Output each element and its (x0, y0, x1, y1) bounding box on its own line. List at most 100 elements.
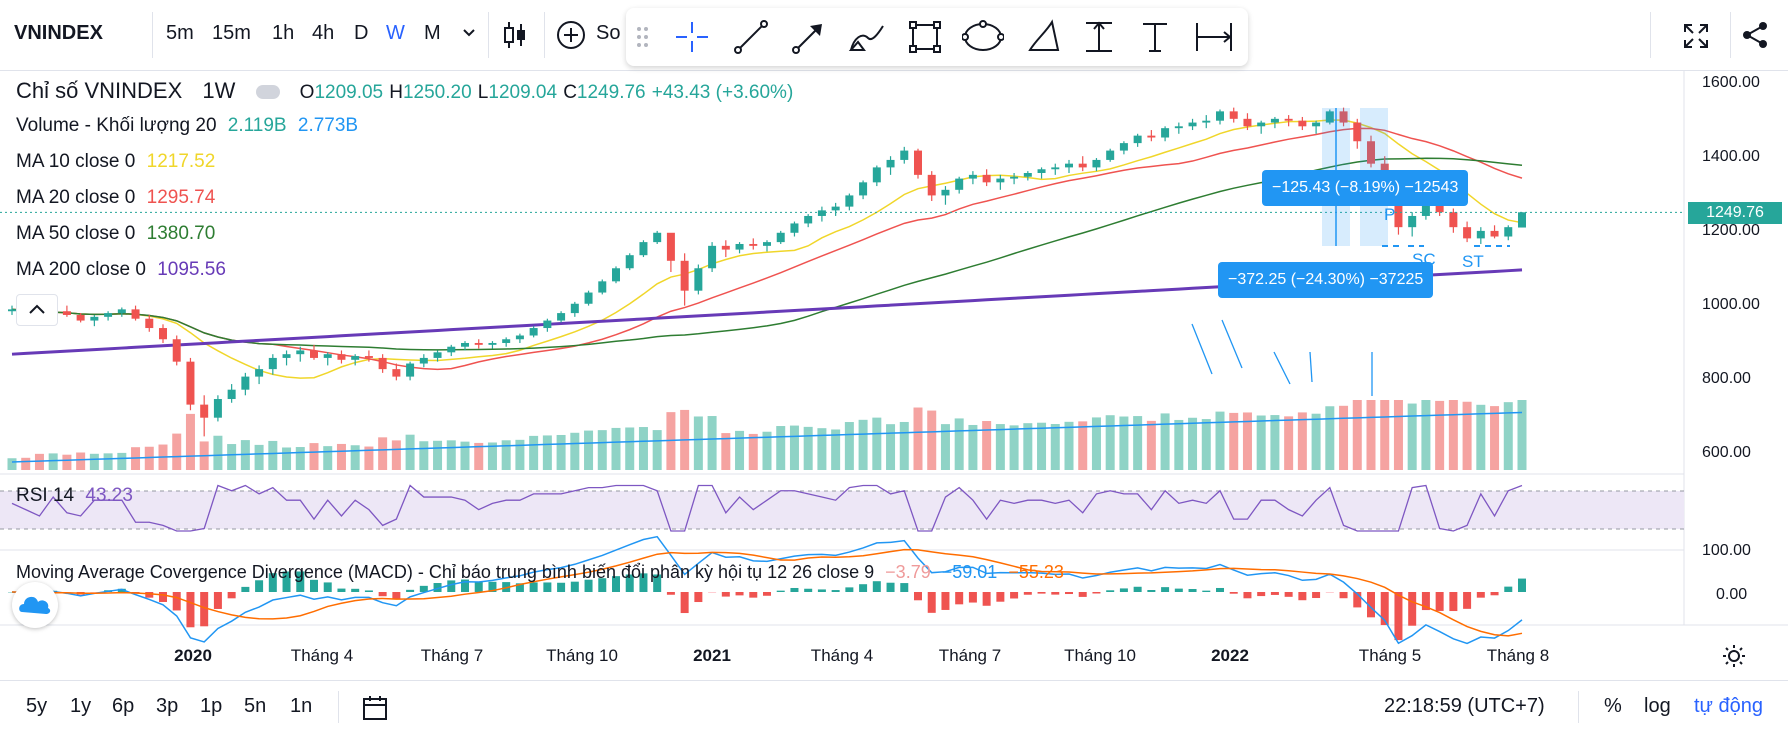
volume-bar (1393, 400, 1403, 470)
macd-histogram-bar (255, 580, 264, 592)
price-range-icon[interactable] (1082, 20, 1116, 59)
text-tool-icon[interactable] (1140, 20, 1170, 59)
candle-type-icon[interactable] (502, 20, 528, 55)
x-tick: Tháng 7 (420, 646, 484, 665)
volume-bar (1270, 415, 1280, 470)
crosshair-icon[interactable] (674, 20, 710, 59)
range-6p[interactable]: 6p (112, 695, 135, 717)
range-1n[interactable]: 1n (290, 695, 313, 717)
range-1p[interactable]: 1p (200, 695, 223, 717)
macd-histogram-bar (310, 579, 318, 592)
macd-histogram-bar (1298, 592, 1307, 601)
candle-body (680, 260, 689, 291)
candle-body (831, 206, 840, 211)
candle-body (378, 357, 387, 370)
macd-histogram-bar (447, 580, 456, 592)
macd-label: Moving Average Covergence Divergence (MA… (16, 562, 875, 582)
range-5y[interactable]: 5y (26, 695, 48, 717)
candle-body (186, 361, 195, 405)
macd-histogram-bar (1216, 587, 1224, 592)
x-tick: Tháng 8 (1486, 646, 1550, 665)
trend-line-icon[interactable] (734, 20, 768, 59)
volume-bar (1435, 400, 1445, 470)
legend-collapse-button[interactable] (16, 294, 58, 326)
candle-body (1243, 118, 1252, 127)
macd-histogram-bar (1284, 592, 1293, 597)
volume-bar (1188, 417, 1198, 470)
macd-histogram-bar (639, 573, 648, 592)
macd-histogram-bar (159, 592, 167, 602)
chevron-down-icon[interactable] (462, 26, 476, 45)
x-tick: Tháng 4 (810, 646, 874, 665)
timeframe-m[interactable]: M (424, 22, 441, 44)
fullscreen-icon[interactable] (1682, 22, 1710, 55)
macd-histogram-bar (1270, 592, 1279, 595)
timeframe-15m[interactable]: 15m (212, 22, 251, 44)
legend-rsi: RSI 14 43.23 (16, 485, 133, 507)
date-range-icon[interactable] (1194, 20, 1234, 59)
volume-bar (735, 430, 745, 470)
compare-label[interactable]: So (596, 22, 621, 44)
candle-body (323, 354, 332, 358)
interval-label: 1W (202, 78, 236, 103)
percent-toggle[interactable]: % (1604, 695, 1622, 717)
measure-label[interactable]: −125.43 (−8.19%) −12543 (1262, 170, 1469, 206)
symbol-search[interactable]: VNINDEX (14, 22, 103, 44)
drag-handle-icon[interactable] (636, 26, 650, 53)
measure-label[interactable]: −372.25 (−24.30%) −37225 (1218, 262, 1434, 298)
candle-body (227, 389, 236, 400)
timeframe-w[interactable]: W (386, 22, 405, 44)
log-toggle[interactable]: log (1644, 695, 1671, 717)
macd-histogram-bar (200, 592, 209, 627)
auto-scale-toggle[interactable]: tự động (1694, 695, 1763, 717)
candle-body (598, 281, 607, 293)
volume-bar (831, 429, 841, 470)
clock-time[interactable]: 22:18:59 (UTC+7) (1384, 695, 1545, 717)
volume-bar (611, 427, 621, 470)
candle-body (625, 255, 634, 269)
share-icon[interactable] (1740, 20, 1770, 55)
price-chart[interactable] (0, 70, 1788, 680)
macd-histogram-bar (1174, 588, 1183, 592)
candle-body (255, 369, 264, 377)
rectangle-icon[interactable] (908, 20, 942, 59)
macd-histogram-bar (1325, 592, 1334, 593)
macd-signal-value: −55.23 (1008, 562, 1064, 582)
candle-body (1133, 135, 1142, 144)
volume-bar (1105, 415, 1115, 470)
collapse-toggle[interactable] (255, 85, 280, 100)
candle-body (1257, 122, 1266, 127)
volume-bar (309, 443, 319, 470)
candle-body (776, 232, 785, 243)
arc-icon[interactable] (1026, 18, 1062, 59)
timeframe-4h[interactable]: 4h (312, 22, 335, 44)
settings-sun-icon[interactable] (1722, 644, 1746, 673)
ellipse-icon[interactable] (961, 20, 1005, 59)
compare-plus-icon[interactable] (556, 20, 586, 55)
volume-bar (1297, 412, 1307, 470)
volume-bar (1380, 400, 1390, 470)
price-tick: 1000.00 (1702, 296, 1760, 313)
brush-icon[interactable] (848, 20, 886, 59)
arrow-line-icon[interactable] (792, 20, 826, 59)
tradingview-logo[interactable] (12, 582, 58, 628)
range-3p[interactable]: 3p (156, 695, 179, 717)
macd-histogram-bar (927, 592, 936, 613)
macd-histogram-bar (831, 590, 840, 592)
divider (338, 691, 339, 723)
calendar-icon[interactable] (362, 695, 390, 726)
range-1y[interactable]: 1y (70, 695, 92, 717)
volume-bar (446, 440, 456, 470)
price-tick: 1200.00 (1702, 222, 1760, 239)
volume-bar (1215, 411, 1225, 470)
divider (1730, 12, 1731, 58)
macd-histogram-bar (378, 592, 387, 597)
volume-bar (1078, 421, 1088, 470)
range-5n[interactable]: 5n (244, 695, 267, 717)
timeframe-1h[interactable]: 1h (272, 22, 295, 44)
volume-bar (1133, 416, 1143, 470)
timeframe-d[interactable]: D (354, 22, 369, 44)
rsi-line (11, 484, 1523, 532)
timeframe-5m[interactable]: 5m (166, 22, 194, 44)
candle-body (1092, 159, 1101, 168)
